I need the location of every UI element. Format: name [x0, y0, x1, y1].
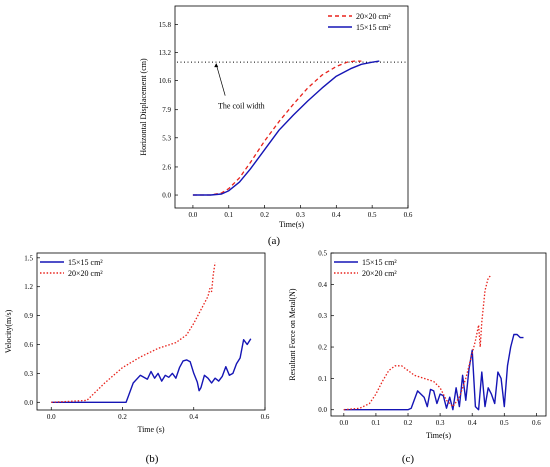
y-tick-label-c-1: 0.1 [318, 375, 327, 383]
x-tick-label-c-3: 0.3 [436, 419, 445, 427]
y-tick-label-c-0: 0.0 [318, 406, 327, 414]
x-tick-label-c-0: 0.0 [339, 419, 348, 427]
x-axis-label-c: Time(s) [426, 431, 451, 440]
y-axis-label-a: Horizontal Displacement (cm) [139, 58, 148, 156]
x-tick-label-a-1: 0.1 [224, 211, 233, 219]
y-tick-label-b-5: 1.5 [24, 254, 33, 262]
x-tick-label-b-1: 0.2 [118, 413, 127, 421]
y-tick-label-a-0: 0.0 [162, 192, 171, 200]
y-tick-label-a-1: 2.6 [162, 163, 171, 171]
y-tick-label-b-0: 0.0 [24, 399, 33, 407]
series-line-b-0 [51, 338, 252, 403]
x-tick-label-c-4: 0.4 [468, 419, 477, 427]
x-tick-label-a-5: 0.5 [368, 211, 377, 219]
caption-b: (b) [146, 453, 159, 465]
caption-a: (a) [268, 235, 281, 247]
y-tick-label-c-4: 0.4 [318, 281, 327, 289]
y-tick-label-a-5: 13.2 [159, 49, 172, 57]
x-tick-label-a-3: 0.3 [296, 211, 305, 219]
x-tick-label-c-6: 0.6 [532, 419, 541, 427]
caption-c: (c) [402, 453, 415, 465]
legend-label-a-0: 20×20 cm² [356, 12, 391, 21]
y-tick-label-a-6: 15.8 [159, 21, 172, 29]
x-axis-label-a: Time(s) [279, 220, 304, 229]
y-tick-label-c-5: 0.5 [318, 250, 327, 258]
y-tick-label-b-3: 0.9 [24, 312, 33, 320]
y-tick-label-b-1: 0.3 [24, 370, 33, 378]
coil-width-arrowhead [214, 63, 219, 68]
y-tick-label-a-2: 5.3 [162, 134, 171, 142]
x-tick-label-c-2: 0.2 [404, 419, 413, 427]
y-tick-label-a-4: 10.6 [159, 77, 172, 85]
x-tick-label-b-3: 0.6 [261, 413, 270, 421]
y-tick-label-b-2: 0.6 [24, 341, 33, 349]
x-tick-label-a-6: 0.6 [404, 211, 413, 219]
x-axis-label-b: Time (s) [137, 425, 164, 434]
series-line-a-0 [192, 60, 362, 196]
y-axis-label-c: Resultant Force on Metal(N) [288, 288, 297, 381]
y-tick-label-c-2: 0.2 [318, 344, 327, 352]
series-line-c-0 [343, 333, 524, 411]
legend-label-c-1: 20×20 cm² [362, 269, 397, 278]
y-tick-label-a-3: 7.9 [162, 106, 171, 114]
coil-width-arrow [215, 64, 226, 96]
legend-label-b-0: 15×15 cm² [68, 258, 103, 267]
legend-label-b-1: 20×20 cm² [68, 269, 103, 278]
x-tick-label-b-0: 0.0 [47, 413, 56, 421]
x-tick-label-c-1: 0.1 [372, 419, 381, 427]
y-axis-label-b: Velocity(m/s) [4, 309, 13, 353]
y-tick-label-b-4: 1.2 [24, 283, 33, 291]
legend-label-c-0: 15×15 cm² [362, 258, 397, 267]
legend-label-a-1: 15×15 cm² [356, 23, 391, 32]
plot-frame-c [330, 252, 547, 417]
plot-frame-b [36, 252, 266, 411]
series-line-b-1 [51, 262, 216, 403]
x-tick-label-a-4: 0.4 [332, 211, 341, 219]
y-tick-label-c-3: 0.3 [318, 312, 327, 320]
series-line-a-1 [192, 60, 380, 196]
plot-frame-a [174, 5, 409, 209]
x-tick-label-a-2: 0.2 [260, 211, 269, 219]
coil-width-annotation: The coil width [218, 102, 265, 111]
series-line-c-1 [343, 274, 492, 411]
x-tick-label-c-5: 0.5 [500, 419, 509, 427]
x-tick-label-b-2: 0.4 [189, 413, 198, 421]
x-tick-label-a-0: 0.0 [189, 211, 198, 219]
